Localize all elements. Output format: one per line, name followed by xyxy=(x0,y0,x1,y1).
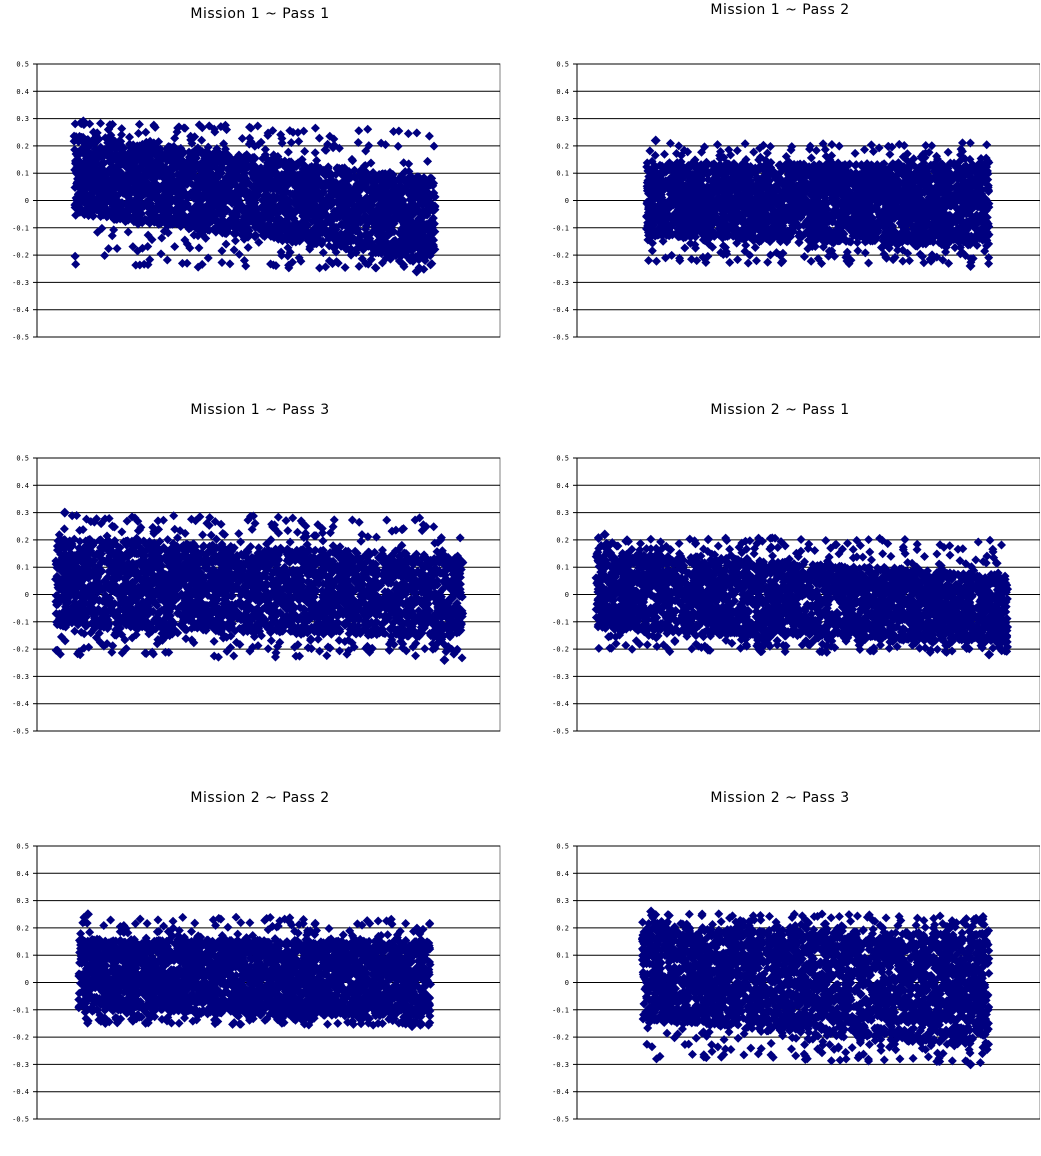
data-point xyxy=(141,128,150,137)
y-tick-label: 0.4 xyxy=(16,88,29,96)
data-point xyxy=(170,242,179,251)
data-point xyxy=(300,147,309,156)
y-tick-label: -0.4 xyxy=(12,306,29,314)
y-tick-label: -0.4 xyxy=(552,306,569,314)
data-point xyxy=(666,139,675,148)
data-point xyxy=(372,264,381,273)
series-points xyxy=(642,135,994,271)
data-point xyxy=(423,157,432,166)
y-tick-label: -0.1 xyxy=(12,224,29,232)
data-point xyxy=(217,246,226,255)
data-point xyxy=(163,255,172,264)
data-point xyxy=(113,244,122,253)
series-points xyxy=(70,116,440,276)
data-point xyxy=(394,142,403,151)
y-tick-label: 0.2 xyxy=(556,142,569,150)
data-point xyxy=(354,126,363,135)
y-tick-label: -0.1 xyxy=(552,224,569,232)
data-point xyxy=(231,236,240,245)
data-point xyxy=(104,244,113,253)
y-tick-label: -0.3 xyxy=(552,279,569,287)
y-tick-label: 0.3 xyxy=(556,115,569,123)
scatter-plot: 0.5 0.4 0.3 0.2 0.1 0 -0.1 -0.2 -0.3 -0.4 -0.5 xyxy=(520,0,1040,374)
y-tick-label: 0 xyxy=(25,197,29,205)
y-tick-label: 0 xyxy=(565,197,569,205)
y-tick-label: -0.2 xyxy=(12,252,29,260)
data-point xyxy=(982,140,991,149)
data-point xyxy=(222,240,231,249)
y-tick-label: 0.1 xyxy=(556,170,569,178)
data-point xyxy=(71,260,80,269)
data-point xyxy=(341,263,350,272)
scatter-plot: 0.5 0.4 0.3 0.2 0.1 0 -0.1 -0.2 -0.3 -0.4 -0.5 xyxy=(0,0,520,374)
data-point xyxy=(238,134,247,143)
data-point xyxy=(430,142,439,151)
data-point xyxy=(96,119,105,128)
data-point xyxy=(412,128,421,137)
data-point xyxy=(425,132,434,141)
y-tick-label: -0.3 xyxy=(12,279,29,287)
y-tick-label: 0.1 xyxy=(16,170,29,178)
data-point xyxy=(744,259,753,268)
data-point xyxy=(315,264,324,273)
data-point xyxy=(394,126,403,135)
data-point xyxy=(319,248,328,257)
data-point xyxy=(315,134,324,143)
data-point xyxy=(217,258,226,267)
data-point xyxy=(660,150,669,159)
data-point xyxy=(733,146,742,155)
data-point xyxy=(853,246,862,255)
data-point xyxy=(244,243,253,252)
y-tick-label: 0.2 xyxy=(16,142,29,150)
data-point xyxy=(253,121,262,130)
data-point xyxy=(733,255,742,264)
data-point xyxy=(124,227,133,236)
data-point xyxy=(363,125,372,134)
data-point xyxy=(225,259,234,268)
y-tick-label: 0.5 xyxy=(16,61,29,69)
data-point xyxy=(944,148,953,157)
data-point xyxy=(134,129,143,138)
y-tick-label: -0.5 xyxy=(552,334,569,342)
y-tick-label: 0.3 xyxy=(16,115,29,123)
data-point xyxy=(294,137,303,146)
data-point xyxy=(284,148,293,157)
y-tick-label: 0.4 xyxy=(556,88,569,96)
data-point xyxy=(194,243,203,252)
data-point xyxy=(311,124,320,133)
data-point xyxy=(100,251,109,260)
y-tick-label: -0.2 xyxy=(552,252,569,260)
y-tick-label: 0.5 xyxy=(556,61,569,69)
y-tick-label: -0.5 xyxy=(12,334,29,342)
data-point xyxy=(311,148,320,157)
data-point xyxy=(71,252,80,261)
data-point xyxy=(156,249,165,258)
data-point xyxy=(135,120,144,129)
data-point xyxy=(404,129,413,138)
